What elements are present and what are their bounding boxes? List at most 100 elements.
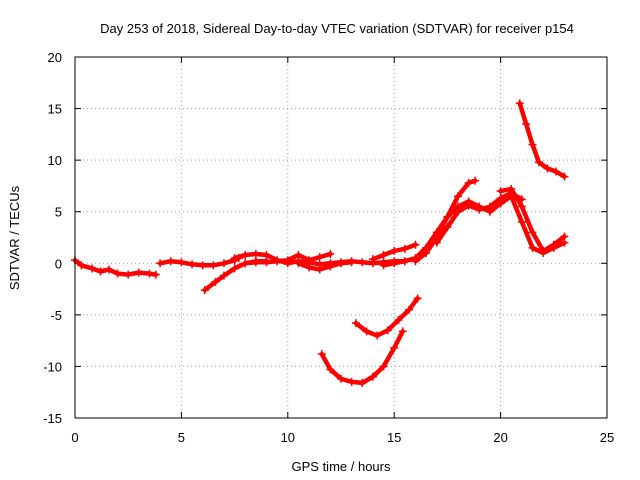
x-tick-label: 10 [281,430,295,445]
data-point [294,251,303,260]
data-point [241,251,250,260]
data-point [230,264,239,273]
data-point [368,372,377,381]
data-point [362,327,371,336]
data-point [398,327,407,336]
data-point [528,243,537,252]
series-arc-1 [71,256,160,279]
data-point [251,258,260,267]
x-tick-label: 0 [71,430,78,445]
data-point [166,257,175,266]
data-point [432,238,441,247]
series-arc-13 [317,327,407,387]
data-point [390,343,399,352]
data-point [485,202,494,211]
data-point [411,257,420,266]
series-line [72,257,159,277]
data-point [156,259,165,268]
y-axis-label: SDTVAR / TECUs [7,185,22,290]
data-point [188,260,197,269]
y-tick-label: -15 [43,411,62,426]
series-arc-14 [351,294,422,340]
series-arc-2 [156,254,243,270]
data-point [464,201,473,210]
data-point [539,246,548,255]
y-tick-label: 15 [48,102,62,117]
data-point [294,259,303,268]
data-point [475,205,484,214]
plot-frame [74,56,608,419]
data-point [305,256,314,265]
data-point [315,265,324,274]
data-point [413,294,422,303]
data-point [379,261,388,270]
data-point [551,167,560,176]
data-point [124,270,133,279]
data-point [145,269,154,278]
data-point [337,374,345,383]
data-point [394,316,403,325]
data-point [522,120,531,129]
series-line [319,329,405,386]
data-point [283,256,292,265]
data-point [347,377,356,386]
series-arc-8 [379,192,569,270]
data-point [134,268,143,277]
x-tick-label: 25 [600,430,614,445]
data-point [211,277,220,286]
data-point [507,185,516,194]
y-tick-label: 0 [55,256,62,271]
series-arc-6 [294,258,356,274]
series-layer [71,99,569,387]
data-point [347,258,356,267]
data-point [390,259,399,268]
data-point [209,261,218,270]
data-point [515,99,524,108]
data-point [351,319,360,328]
data-point [251,250,260,259]
data-point [326,365,335,374]
x-axis-label: GPS time / hours [292,459,391,474]
data-point [88,264,97,273]
data-point [151,270,160,279]
y-tick-label: 20 [48,50,62,65]
data-point [219,259,228,268]
data-point [400,257,409,266]
y-tick-label: -10 [43,359,62,374]
series-arc-12 [515,99,569,181]
y-tick-label: 10 [48,153,62,168]
data-point [383,326,392,335]
data-point [443,212,452,221]
data-point [400,244,409,253]
data-point [464,178,473,187]
series-arc-5 [241,250,335,268]
y-tick-label: -5 [50,308,62,323]
data-point [454,207,463,216]
data-point [305,263,314,272]
data-point [549,240,558,249]
data-point [77,261,86,270]
data-point [517,202,526,211]
data-point [496,187,505,196]
data-point [358,378,367,387]
series-arc-7 [368,240,420,264]
x-tick-label: 5 [178,430,185,445]
data-point [379,362,388,371]
data-point [105,265,114,274]
y-tick-label: 5 [55,205,62,220]
chart-title: Day 253 of 2018, Sidereal Day-to-day VTE… [100,21,574,36]
data-point [411,240,420,249]
data-point [177,258,186,267]
data-point [390,246,399,255]
x-tick-label: 20 [493,430,507,445]
data-point [200,286,209,295]
data-point [358,258,367,267]
data-point [219,271,228,280]
data-point [315,253,324,262]
data-point [373,331,382,340]
data-point [405,305,414,314]
data-point [543,164,552,173]
data-point [528,140,537,149]
data-point [528,228,537,237]
